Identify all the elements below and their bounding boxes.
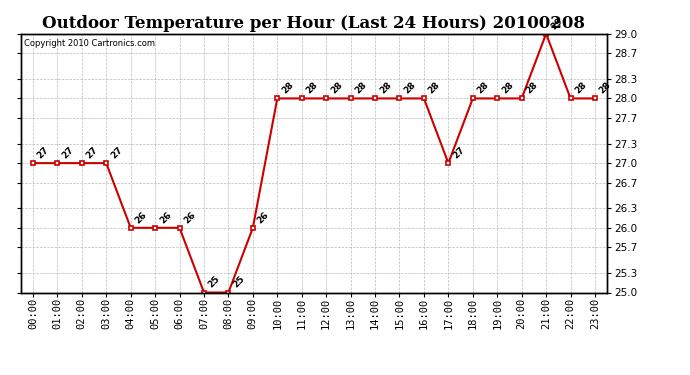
Text: 28: 28 xyxy=(329,81,344,96)
Text: 28: 28 xyxy=(280,81,295,96)
Text: 28: 28 xyxy=(500,81,515,96)
Text: 27: 27 xyxy=(85,145,100,160)
Text: 28: 28 xyxy=(524,81,540,96)
Text: 28: 28 xyxy=(475,81,491,96)
Text: 26: 26 xyxy=(255,210,271,225)
Text: 27: 27 xyxy=(60,145,75,160)
Text: 28: 28 xyxy=(573,81,589,96)
Text: 26: 26 xyxy=(182,210,197,225)
Text: 28: 28 xyxy=(378,81,393,96)
Text: 25: 25 xyxy=(231,274,246,290)
Text: 28: 28 xyxy=(598,81,613,96)
Text: 29: 29 xyxy=(549,16,564,31)
Text: 26: 26 xyxy=(158,210,173,225)
Text: 28: 28 xyxy=(426,81,442,96)
Text: Copyright 2010 Cartronics.com: Copyright 2010 Cartronics.com xyxy=(23,39,155,48)
Text: 28: 28 xyxy=(304,81,319,96)
Text: 25: 25 xyxy=(207,274,222,290)
Text: 27: 27 xyxy=(109,145,124,160)
Text: 27: 27 xyxy=(36,145,51,160)
Text: 28: 28 xyxy=(353,81,368,96)
Text: 28: 28 xyxy=(402,81,417,96)
Text: 27: 27 xyxy=(451,145,466,160)
Text: 26: 26 xyxy=(133,210,148,225)
Title: Outdoor Temperature per Hour (Last 24 Hours) 20100208: Outdoor Temperature per Hour (Last 24 Ho… xyxy=(43,15,585,32)
